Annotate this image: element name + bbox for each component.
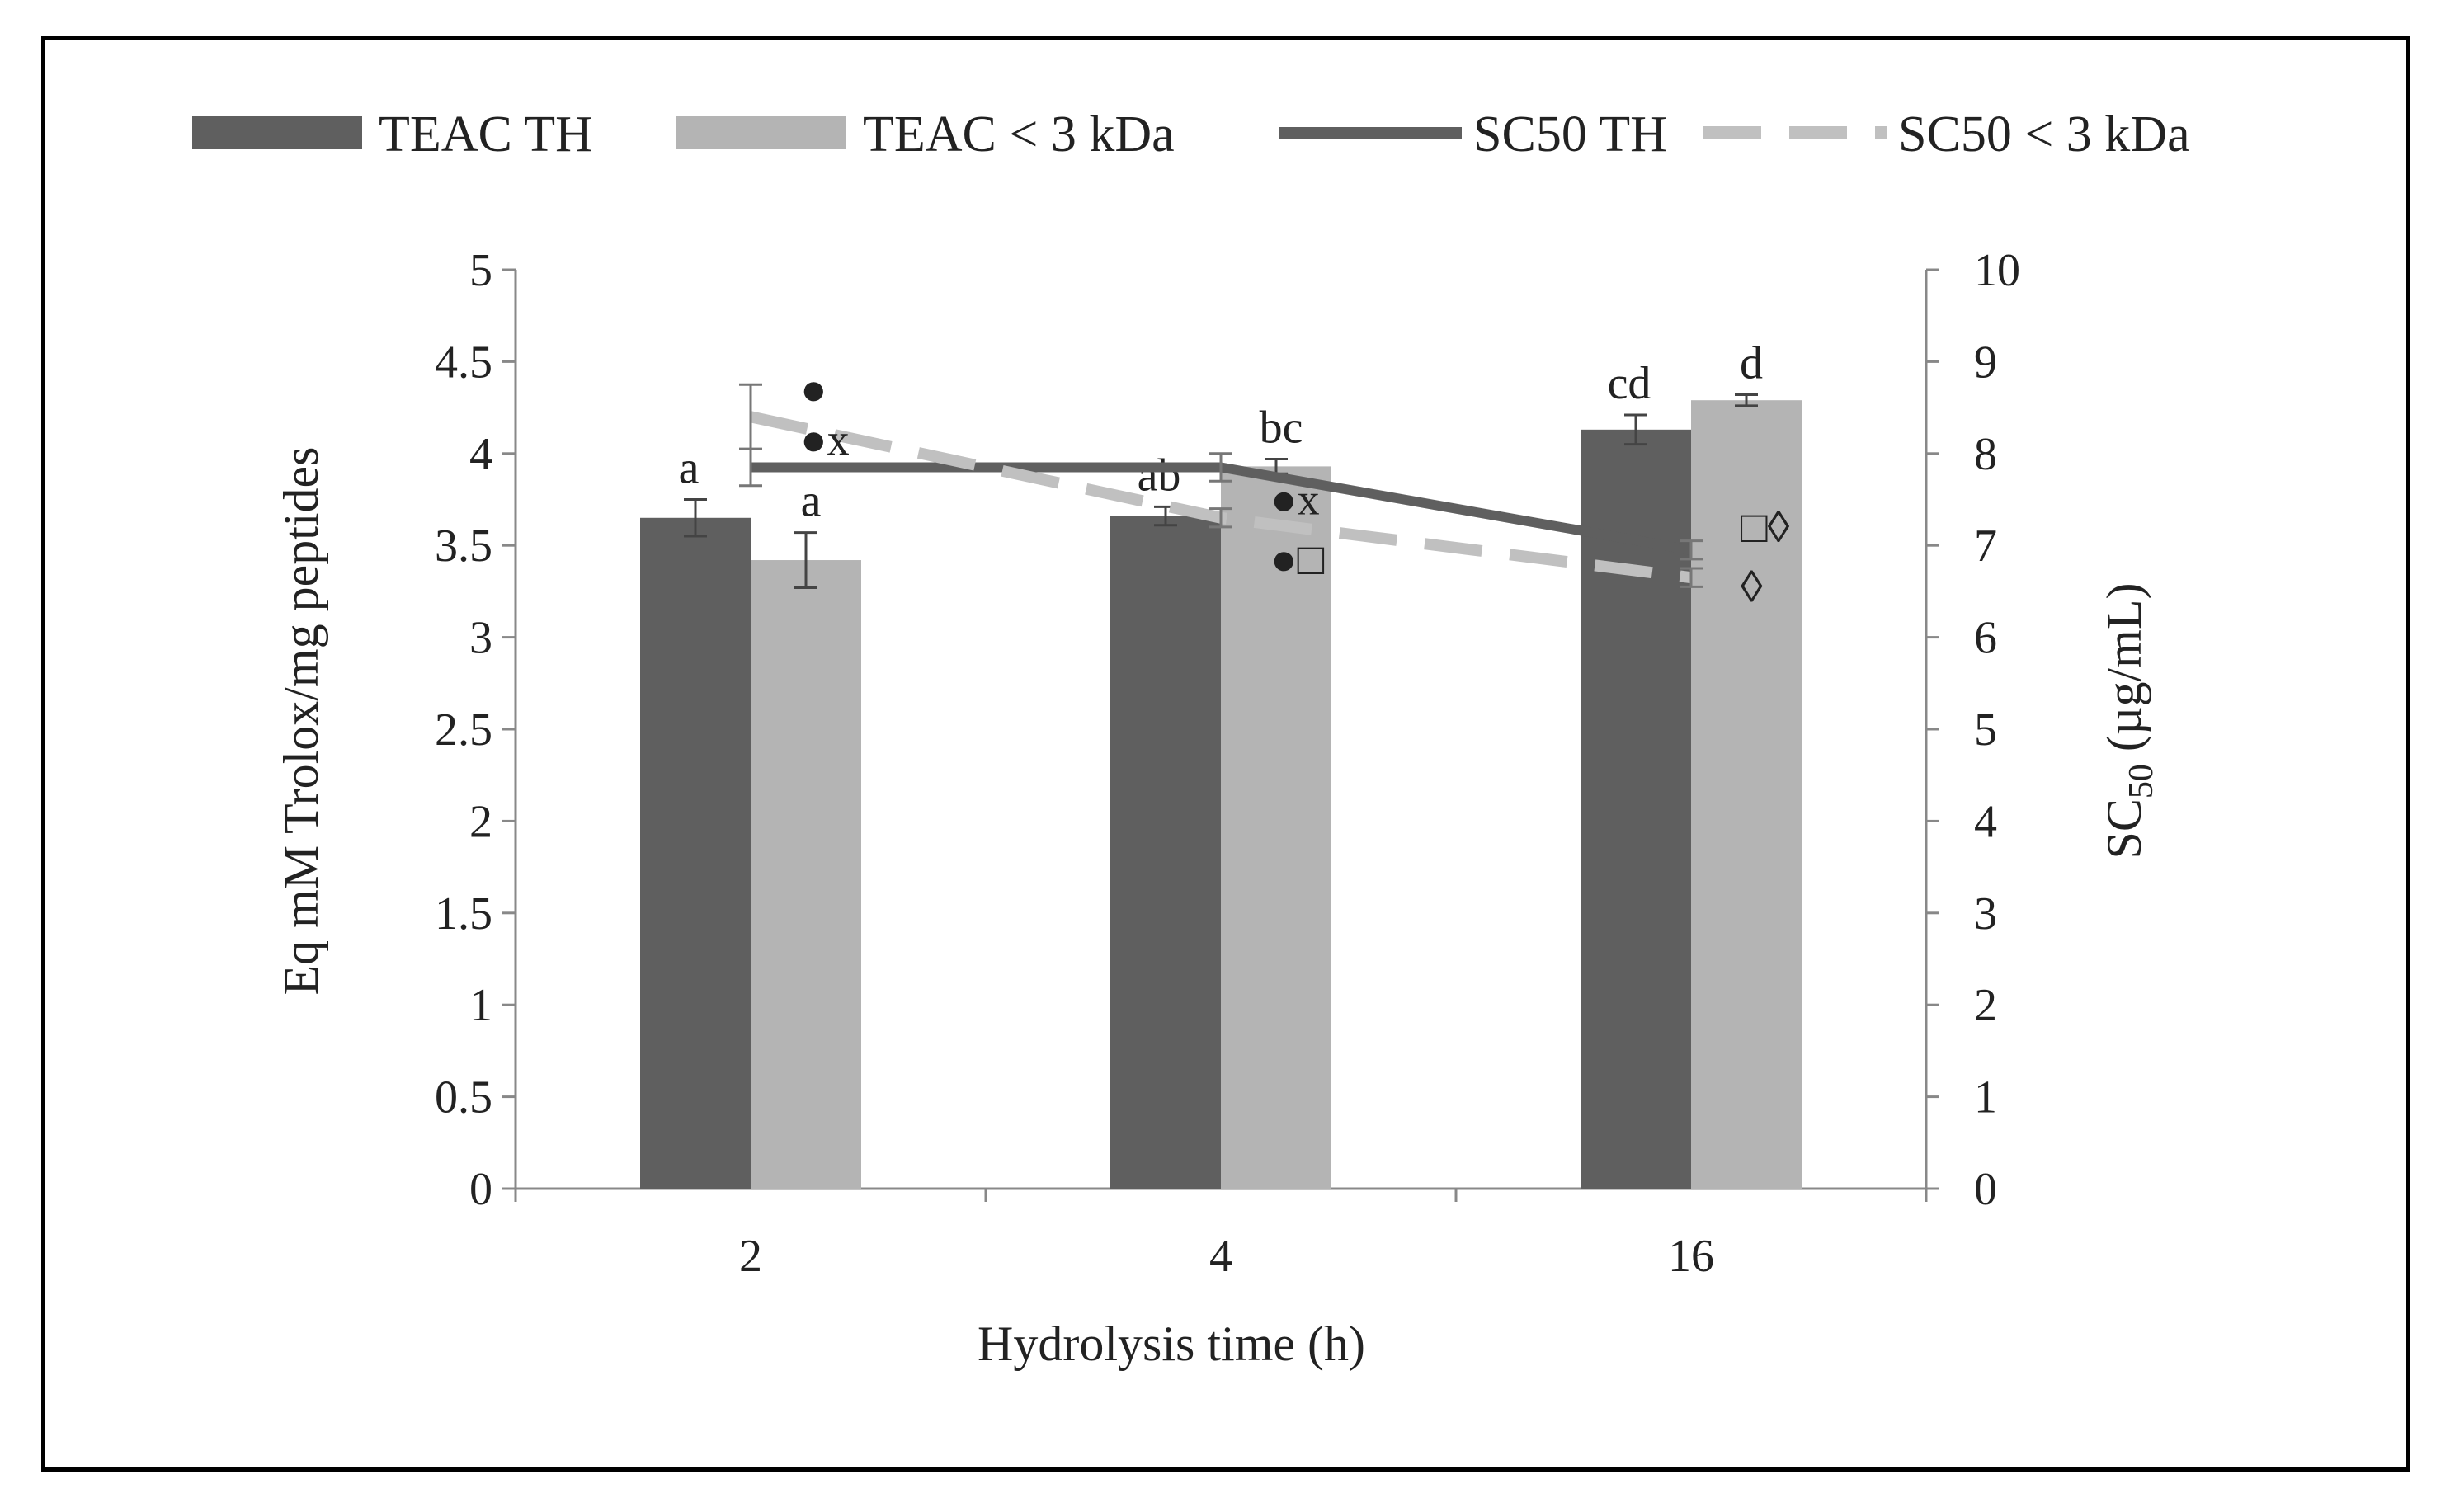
legend-label: SC50 < 3 kDa [1898,106,2190,163]
significance-label: a [801,476,822,527]
axis-labels: Hydrolysis time (h) Eq mM Trolox/mg pepti… [274,446,2160,1371]
chart-svg: TEAC TH TEAC < 3 kDa SC50 TH SC50 < 3 kDa 0… [192,106,2190,1371]
significance-label: cd [1608,358,1651,409]
markers: ●●x●x●□□◊◊ [800,365,1790,612]
x-tick-label: 4 [1209,1231,1232,1282]
y-tick-label: 4.5 [435,337,492,388]
significance-label: ab [1138,450,1181,501]
y2-tick-label: 10 [1974,245,2020,296]
significance-marker: ●x [1270,475,1320,525]
y-tick-label: 4 [469,429,492,480]
x-axis-title: Hydrolysis time (h) [978,1317,1365,1371]
y-tick-label: 0 [469,1164,492,1215]
y-tick-label: 2.5 [435,704,492,756]
y2-tick-label: 6 [1974,613,1997,664]
y2-title-sub: 50 [2123,764,2160,798]
y-tick-label: 1.5 [435,888,492,940]
significance-label: a [679,443,700,494]
y2-tick-label: 3 [1974,888,1997,940]
axes: 0 0.5 1 1.5 2 2.5 3 3.5 4 4.5 5 0 1 2 3 4 5 6 7 8 9 10 2 4 16 [435,245,2020,1282]
y-tick-label: 3.5 [435,520,492,572]
y2-tick-label: 7 [1974,520,1997,572]
significance-marker: ● [800,365,827,414]
significance-marker: ◊ [1741,562,1763,611]
significance-marker: ●x [800,415,850,464]
y2-tick-label: 4 [1974,796,1997,847]
lines [739,383,1703,588]
y2-tick-label: 2 [1974,980,1997,1031]
bar [640,517,751,1189]
significance-marker: ●□ [1270,535,1325,584]
y-tick-label: 1 [469,980,492,1031]
legend-label: TEAC TH [379,106,592,163]
bar [751,560,861,1189]
y-tick-label: 0.5 [435,1072,492,1123]
y-tick-label: 3 [469,613,492,664]
y2-tick-label: 8 [1974,429,1997,480]
bar [1691,400,1802,1189]
y2-tick-label: 9 [1974,337,1997,388]
y-tick-label: 2 [469,796,492,847]
significance-label: d [1740,338,1763,389]
x-tick-label: 2 [739,1231,762,1282]
y-tick-label: 5 [469,245,492,296]
bar [1221,466,1331,1189]
bar [1110,516,1221,1189]
significance-label: bc [1260,402,1303,453]
legend: TEAC TH TEAC < 3 kDa SC50 TH SC50 < 3 kDa [192,106,2190,163]
legend-label: SC50 TH [1473,106,1667,163]
legend-label: TEAC < 3 kDa [863,106,1175,163]
y2-tick-label: 0 [1974,1164,1997,1215]
y2-title-main: SC [2097,798,2151,859]
y2-axis-title: SC50 (µg/mL) [2097,583,2160,860]
y2-tick-label: 1 [1974,1072,1997,1123]
chart-frame: TEAC TH TEAC < 3 kDa SC50 TH SC50 < 3 kDa 0… [41,36,2410,1472]
legend-swatch [192,116,362,149]
y2-title-unit: (µg/mL) [2097,583,2151,765]
y2-tick-label: 5 [1974,704,1997,756]
significance-marker: □◊ [1741,502,1790,552]
bar [1581,429,1691,1189]
y-axis-title: Eq mM Trolox/mg peptides [274,446,328,995]
legend-swatch [676,116,846,149]
x-tick-label: 16 [1668,1231,1714,1282]
